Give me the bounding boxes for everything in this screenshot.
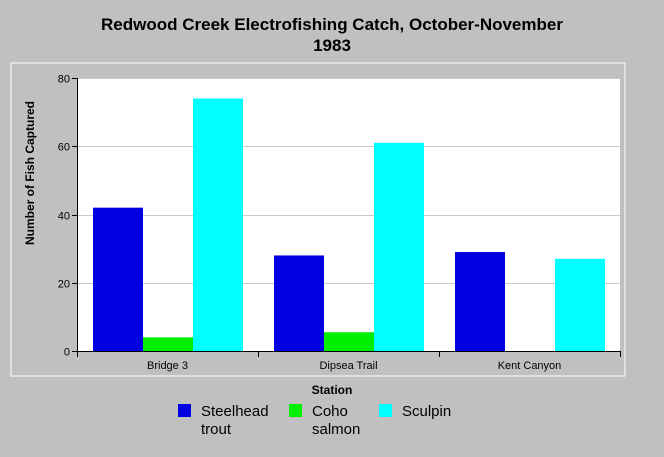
y-tick-label: 20 xyxy=(58,279,70,291)
chart-title: Redwood Creek Electrofishing Catch, Octo… xyxy=(0,14,664,56)
bar-steelhead-trout-2 xyxy=(455,252,505,351)
chart-title-line-1: Redwood Creek Electrofishing Catch, Octo… xyxy=(101,15,563,34)
legend-swatch-sculpin xyxy=(379,404,392,417)
y-tick-label: 80 xyxy=(58,74,70,86)
x-tick-label: Bridge 3 xyxy=(147,360,188,372)
bar-steelhead-trout-0 xyxy=(93,207,143,351)
legend-label-coho-line-1: Coho xyxy=(312,403,348,420)
bar-sculpin-2 xyxy=(555,258,605,351)
legend-label-steelhead-line-2: trout xyxy=(201,421,232,438)
legend-swatch-steelhead xyxy=(178,404,191,417)
chart-frame xyxy=(10,62,626,377)
legend-label-coho-line-2: salmon xyxy=(312,421,361,438)
chart-title-line-2: 1983 xyxy=(313,36,351,55)
bar-steelhead-trout-1 xyxy=(274,255,324,351)
legend: Steelhead trout Coho salmon Sculpin xyxy=(0,403,664,443)
bar-sculpin-0 xyxy=(193,98,243,351)
x-axis-label: Station xyxy=(311,383,353,397)
plot-area xyxy=(77,78,620,351)
y-tick-label: 40 xyxy=(58,211,70,223)
x-tick-label: Dipsea Trail xyxy=(319,360,377,372)
y-tick-label: 60 xyxy=(58,142,70,154)
bar-coho-salmon-1 xyxy=(324,332,374,351)
bar-coho-salmon-0 xyxy=(143,337,193,351)
legend-item-sculpin: Sculpin xyxy=(379,403,451,421)
y-tick-label: 0 xyxy=(64,347,70,359)
legend-swatch-coho xyxy=(289,404,302,417)
legend-label-steelhead-line-1: Steelhead xyxy=(201,403,269,420)
x-tick-label: Kent Canyon xyxy=(498,360,562,372)
legend-item-coho: Coho salmon xyxy=(289,403,360,439)
legend-item-steelhead: Steelhead trout xyxy=(178,403,269,439)
bar-sculpin-1 xyxy=(374,142,424,351)
legend-label-sculpin: Sculpin xyxy=(402,403,452,420)
